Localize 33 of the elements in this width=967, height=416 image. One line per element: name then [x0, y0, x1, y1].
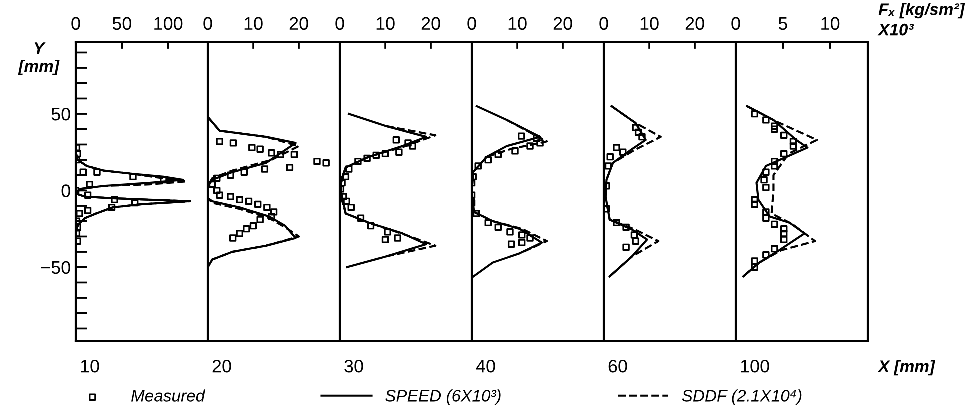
y-axis-title: Y [mm]: [18, 42, 60, 76]
x-tick-label: 10: [376, 17, 395, 30]
x-tick-label: 0: [204, 17, 212, 30]
text: 40: [476, 360, 496, 373]
text: 20: [212, 360, 232, 373]
x-tick-label: 20: [290, 17, 308, 30]
x-tick-label: 0: [732, 17, 740, 30]
x-tick-label: 50: [112, 17, 132, 30]
x-tick-label: 5: [778, 18, 788, 30]
x-axis-title: Fₓ [kg/sm²] X10³: [878, 3, 966, 36]
x-tick-label: 10: [508, 17, 527, 30]
y-tick-label: 0: [62, 184, 70, 198]
x-tick-label: 0: [72, 17, 80, 30]
text: 100: [741, 360, 770, 373]
x-tick-label: 0: [600, 17, 608, 30]
x-tick-label: 20: [422, 17, 440, 30]
legend-label: Measured: [132, 390, 206, 402]
y-tick-label: −50: [41, 261, 70, 274]
text: 30: [344, 360, 364, 373]
x-tick-label: 100: [154, 17, 183, 30]
legend-label: SDDF (2.1X10⁴): [682, 390, 802, 406]
y-tick-label: 50: [52, 108, 70, 121]
legend-label: SPEED (6X10³): [386, 390, 501, 406]
x-tick-label: 10: [822, 17, 840, 30]
x-tick-label: 10: [244, 17, 263, 30]
x-tick-label: 10: [640, 17, 659, 30]
text: X [mm]: [878, 360, 936, 376]
x-tick-label: 0: [468, 17, 476, 30]
x-tick-label: 20: [686, 17, 704, 30]
x-tick-label: 0: [336, 17, 344, 30]
text: 10: [81, 360, 100, 373]
x-tick-label: 20: [554, 17, 572, 30]
text: 60: [608, 360, 628, 373]
